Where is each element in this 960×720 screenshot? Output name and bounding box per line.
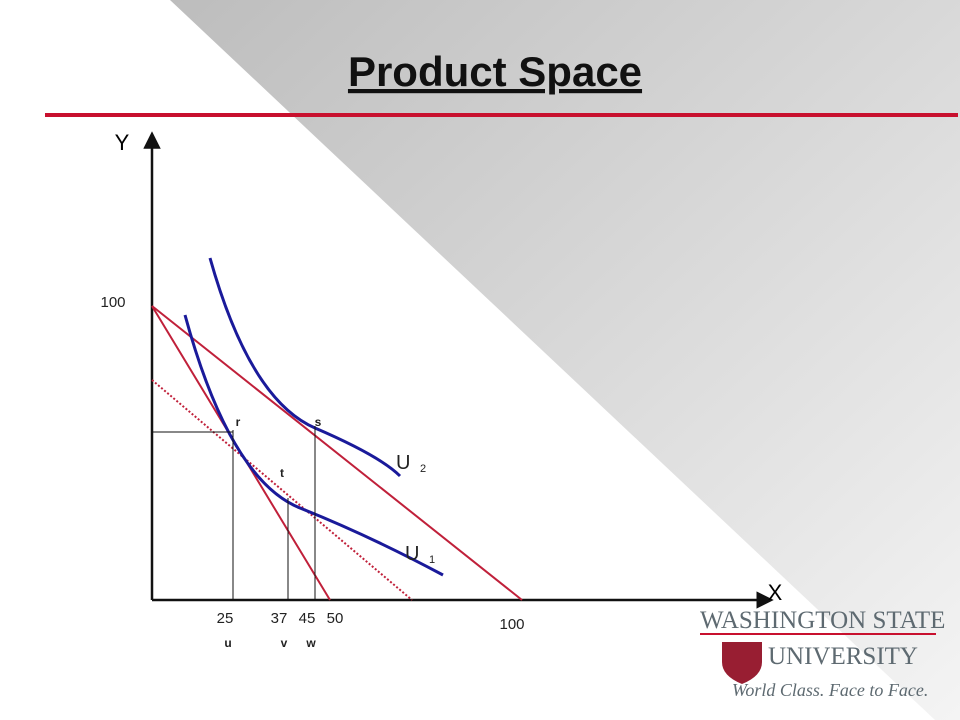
curve-label: U xyxy=(405,543,419,565)
x-value-label: 25 xyxy=(217,610,234,627)
x-value-label: 37 xyxy=(271,610,288,627)
y-intercept-label: 100 xyxy=(100,294,125,311)
title: Product Space xyxy=(348,48,642,95)
y-axis-label: Y xyxy=(115,130,130,155)
logo-shield xyxy=(722,642,762,684)
x-axis-label: X xyxy=(768,580,783,605)
logo-line2: UNIVERSITY xyxy=(768,643,918,670)
indifference-curve-u1 xyxy=(183,314,444,577)
point-label: r xyxy=(236,415,241,429)
logo-slogan: World Class. Face to Face. xyxy=(732,680,928,700)
budget-line xyxy=(151,305,523,601)
logo-line1: WASHINGTON STATE xyxy=(700,607,945,634)
point-label: s xyxy=(315,415,322,429)
x-intercept-label: 100 xyxy=(499,616,524,633)
x-point-label: v xyxy=(281,636,288,650)
x-value-label: 50 xyxy=(327,610,344,627)
point-label: t xyxy=(280,466,284,480)
x-value-label: 45 xyxy=(299,610,316,627)
compensated-budget-line xyxy=(151,379,413,601)
curve-subscript: 1 xyxy=(429,554,435,566)
indifference-curve-u2 xyxy=(208,257,402,478)
logo: WASHINGTON STATE UNIVERSITY World Class.… xyxy=(700,607,945,700)
curve-label: U xyxy=(396,452,410,474)
background-shape xyxy=(170,0,960,720)
x-point-label: u xyxy=(224,636,231,650)
x-point-label: w xyxy=(305,636,316,650)
curve-subscript: 2 xyxy=(420,463,426,475)
